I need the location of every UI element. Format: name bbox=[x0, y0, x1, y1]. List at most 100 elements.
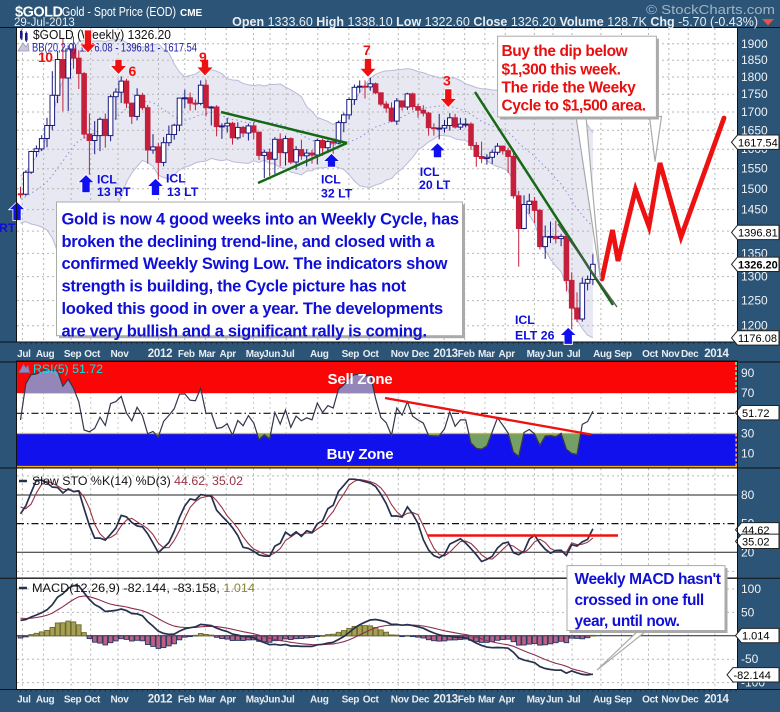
svg-text:1450: 1450 bbox=[741, 203, 768, 217]
svg-text:Mar: Mar bbox=[478, 349, 495, 360]
svg-text:Mar: Mar bbox=[478, 695, 495, 706]
svg-text:Jun: Jun bbox=[546, 695, 563, 706]
svg-text:1750: 1750 bbox=[741, 87, 768, 101]
svg-text:Aug: Aug bbox=[310, 349, 329, 360]
svg-text:Apr: Apr bbox=[220, 695, 237, 706]
svg-text:Nov: Nov bbox=[111, 695, 130, 706]
svg-text:Aug: Aug bbox=[593, 349, 612, 360]
svg-text:32 LT: 32 LT bbox=[321, 187, 353, 201]
svg-text:90: 90 bbox=[741, 366, 755, 380]
svg-text:Sell Zone: Sell Zone bbox=[328, 371, 393, 388]
svg-text:Buy the dip below: Buy the dip below bbox=[502, 43, 629, 60]
svg-text:The ride the Weeky: The ride the Weeky bbox=[502, 80, 637, 97]
svg-text:2014: 2014 bbox=[704, 694, 729, 706]
svg-text:13 RT: 13 RT bbox=[97, 185, 131, 199]
svg-text:7: 7 bbox=[363, 42, 371, 58]
svg-text:Jun: Jun bbox=[263, 695, 280, 706]
svg-text:1176.08: 1176.08 bbox=[738, 333, 777, 345]
svg-text:1500: 1500 bbox=[741, 182, 768, 196]
svg-text:1250: 1250 bbox=[741, 294, 768, 308]
svg-text:Oct: Oct bbox=[84, 349, 101, 360]
svg-text:Nov: Nov bbox=[661, 695, 680, 706]
svg-text:Sep: Sep bbox=[342, 349, 360, 360]
svg-text:Nov: Nov bbox=[391, 695, 410, 706]
svg-text:Oct: Oct bbox=[84, 695, 101, 706]
svg-text:Buy Zone: Buy Zone bbox=[327, 446, 394, 463]
svg-text:-82.144: -82.144 bbox=[734, 670, 771, 682]
svg-text:Feb: Feb bbox=[178, 349, 195, 360]
svg-text:1700: 1700 bbox=[741, 105, 768, 119]
svg-text:ICL: ICL bbox=[420, 165, 440, 179]
svg-text:1850: 1850 bbox=[741, 53, 768, 67]
svg-text:Sep: Sep bbox=[342, 695, 360, 706]
svg-text:Aug: Aug bbox=[36, 349, 55, 360]
svg-text:confirmed Weekly Swing Low. T: confirmed Weekly Swing Low. The indicato… bbox=[62, 255, 448, 273]
svg-text:2012: 2012 bbox=[148, 348, 172, 360]
svg-text:Sep: Sep bbox=[64, 695, 82, 706]
svg-text:2013: 2013 bbox=[433, 694, 457, 706]
svg-text:2013: 2013 bbox=[433, 348, 457, 360]
svg-text:Oct: Oct bbox=[363, 349, 380, 360]
svg-text:May: May bbox=[527, 695, 546, 706]
svg-text:Jun: Jun bbox=[546, 349, 563, 360]
svg-text:$GOLD (Weekly) 1326.20: $GOLD (Weekly) 1326.20 bbox=[33, 28, 171, 42]
svg-text:Jul: Jul bbox=[17, 349, 31, 360]
svg-text:51.72: 51.72 bbox=[742, 408, 770, 420]
svg-text:Apr: Apr bbox=[220, 349, 237, 360]
svg-text:Oct: Oct bbox=[642, 695, 659, 706]
svg-text:Mar: Mar bbox=[198, 349, 215, 360]
svg-text:50: 50 bbox=[741, 605, 755, 619]
svg-text:MACD(12,26,9) -82.144, -83.158: MACD(12,26,9) -82.144, -83.158, 1.014 bbox=[32, 581, 255, 595]
svg-text:May: May bbox=[246, 695, 265, 706]
svg-text:ICL: ICL bbox=[321, 173, 341, 187]
svg-text:Aug: Aug bbox=[36, 695, 55, 706]
svg-text:Dec: Dec bbox=[681, 349, 699, 360]
svg-text:May: May bbox=[527, 349, 546, 360]
svg-text:Dec: Dec bbox=[681, 695, 699, 706]
svg-text:Nov: Nov bbox=[661, 349, 680, 360]
svg-text:29-Jul-2013: 29-Jul-2013 bbox=[14, 17, 75, 29]
svg-text:RSI(5) 51.72: RSI(5) 51.72 bbox=[33, 362, 103, 376]
svg-text:Apr: Apr bbox=[499, 349, 516, 360]
svg-text:Aug: Aug bbox=[593, 695, 612, 706]
svg-text:Jul: Jul bbox=[567, 695, 581, 706]
svg-text:Cycle to $1,500 area.: Cycle to $1,500 area. bbox=[502, 98, 646, 115]
svg-text:13 LT: 13 LT bbox=[167, 185, 199, 199]
svg-text:Nov: Nov bbox=[391, 349, 410, 360]
svg-text:Slow STO %K(14) %D(3) 44.62, 3: Slow STO %K(14) %D(3) 44.62, 35.02 bbox=[32, 474, 243, 488]
svg-text:20 LT: 20 LT bbox=[419, 178, 451, 192]
svg-text:1617.54: 1617.54 bbox=[738, 137, 778, 149]
svg-text:35.02: 35.02 bbox=[742, 536, 770, 548]
svg-text:CME: CME bbox=[180, 8, 203, 19]
svg-text:crossed in one full: crossed in one full bbox=[575, 592, 704, 609]
svg-text:6: 6 bbox=[129, 63, 137, 79]
svg-text:broken the declining trend-lin: broken the declining trend-line, and clo… bbox=[62, 233, 436, 251]
svg-text:80: 80 bbox=[741, 488, 755, 502]
svg-text:Aug: Aug bbox=[310, 695, 329, 706]
svg-text:2014: 2014 bbox=[704, 348, 729, 360]
svg-text:$1,300 this week.: $1,300 this week. bbox=[502, 61, 621, 78]
svg-text:are very bullish and a signifi: are very bullish and a significant rally… bbox=[62, 322, 427, 340]
svg-text:1396.81: 1396.81 bbox=[738, 228, 778, 240]
svg-text:1.014: 1.014 bbox=[742, 631, 770, 643]
svg-text:Jul: Jul bbox=[281, 695, 295, 706]
svg-text:Sep: Sep bbox=[614, 695, 632, 706]
svg-text:Apr: Apr bbox=[499, 695, 516, 706]
svg-text:1326.20: 1326.20 bbox=[738, 259, 778, 271]
svg-text:RT: RT bbox=[0, 221, 16, 235]
svg-text:May: May bbox=[246, 349, 265, 360]
svg-text:Gold - Spot Price (EOD): Gold - Spot Price (EOD) bbox=[62, 5, 176, 19]
svg-text:Feb: Feb bbox=[178, 695, 195, 706]
svg-text:30: 30 bbox=[741, 427, 755, 441]
svg-text:ELT 26: ELT 26 bbox=[515, 329, 555, 343]
svg-text:Dec: Dec bbox=[412, 349, 430, 360]
svg-text:10: 10 bbox=[741, 447, 755, 461]
svg-text:100: 100 bbox=[741, 582, 761, 596]
svg-text:looked this good in over a yea: looked this good in over a year. The dev… bbox=[62, 300, 444, 318]
svg-text:Feb: Feb bbox=[458, 349, 475, 360]
svg-text:2012: 2012 bbox=[148, 694, 172, 706]
svg-text:Nov: Nov bbox=[111, 349, 130, 360]
svg-text:Jul: Jul bbox=[281, 349, 295, 360]
svg-text:Mar: Mar bbox=[198, 695, 215, 706]
svg-text:9: 9 bbox=[199, 49, 207, 65]
